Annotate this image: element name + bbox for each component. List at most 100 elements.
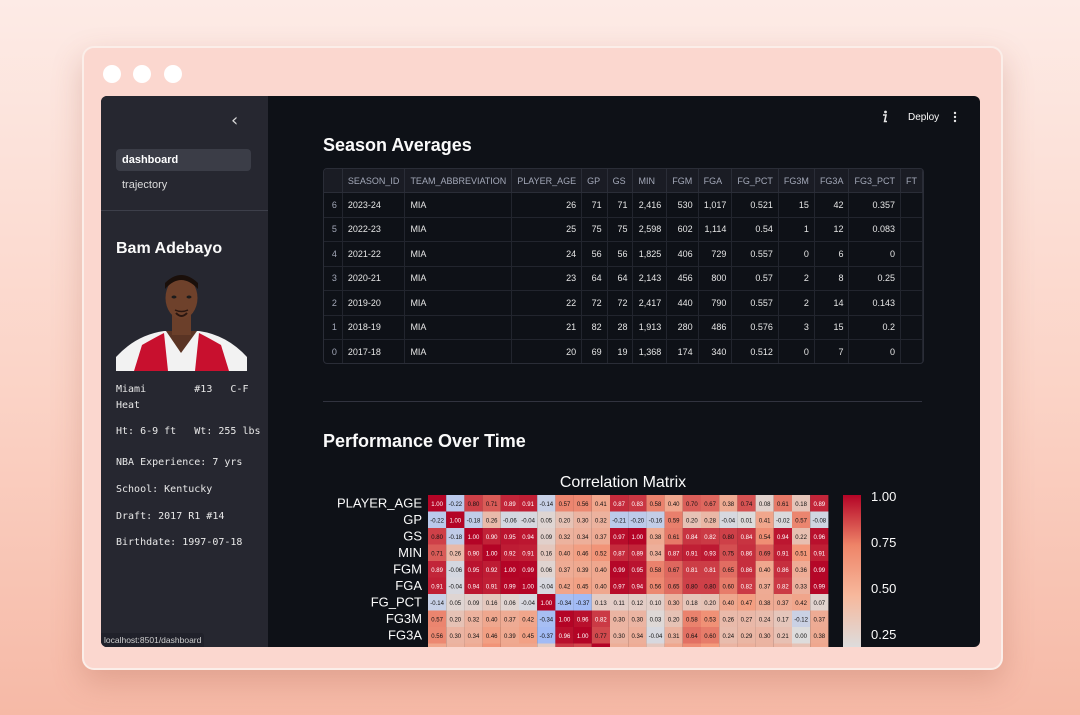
table-cell: 64 bbox=[581, 266, 608, 291]
heatmap-cell bbox=[482, 610, 501, 627]
heatmap-cell bbox=[555, 544, 574, 561]
heatmap-cell-value: 0.40 bbox=[759, 568, 771, 574]
heatmap-cell-value: 0.09 bbox=[540, 535, 552, 541]
heatmap-cell bbox=[664, 561, 683, 578]
heatmap-row-label: GS bbox=[403, 528, 422, 543]
heatmap-cell bbox=[701, 544, 720, 561]
table-cell: 0 bbox=[778, 339, 815, 363]
column-header[interactable] bbox=[324, 169, 343, 193]
deploy-button[interactable]: Deploy bbox=[908, 112, 940, 123]
heatmap-cell bbox=[610, 495, 629, 512]
column-header[interactable]: FG_PCT bbox=[731, 169, 779, 193]
table-row[interactable]: 3 2020-21 MIA 23 64 64 2,143 456 800 0.57 2 8 0.25 bbox=[324, 266, 923, 291]
heatmap-cell bbox=[446, 594, 465, 611]
player-school: School: Kentucky bbox=[116, 484, 213, 495]
heatmap-cell bbox=[591, 495, 610, 512]
info-icon[interactable] bbox=[880, 110, 890, 127]
heatmap-cell bbox=[519, 528, 538, 545]
column-header[interactable]: FG3M bbox=[778, 169, 815, 193]
heatmap-cell-value: 0.38 bbox=[759, 601, 771, 607]
heatmap-cell bbox=[646, 577, 665, 594]
heatmap-cell bbox=[591, 561, 610, 578]
heatmap-cell bbox=[792, 495, 811, 512]
table-row[interactable]: 5 2022-23 MIA 25 75 75 2,598 602 1,114 0.54 1 12 0.0… bbox=[324, 217, 923, 242]
heatmap-cell-value: 0.10 bbox=[650, 601, 662, 607]
heatmap-cell-value: 0.89 bbox=[813, 502, 825, 508]
heatmap-cell bbox=[682, 594, 701, 611]
heatmap-cell-value: 0.82 bbox=[741, 584, 753, 590]
heatmap-cell-value: -0.12 bbox=[794, 617, 808, 623]
heatmap-cell bbox=[464, 643, 483, 647]
colorbar-ticks: 1.00 0.75 0.50 0.25 bbox=[871, 489, 896, 642]
column-header[interactable]: GP bbox=[581, 169, 608, 193]
heatmap-cell-value: 1.00 bbox=[449, 518, 461, 524]
heatmap-cell bbox=[537, 643, 556, 647]
heatmap-cell bbox=[755, 544, 774, 561]
heatmap-cell-value: 0.37 bbox=[595, 535, 607, 541]
table-cell: 530 bbox=[666, 192, 699, 218]
table-cell: MIA bbox=[404, 339, 513, 363]
heatmap-cell bbox=[810, 544, 829, 561]
heatmap-cell bbox=[555, 495, 574, 512]
nav-item-dashboard[interactable]: dashboard bbox=[116, 149, 251, 171]
heatmap-cell-value: 0.80 bbox=[431, 535, 443, 541]
table-row[interactable]: 2 2019-20 MIA 22 72 72 2,417 440 790 0.557 2 14 0.14… bbox=[324, 290, 923, 316]
column-header[interactable]: TEAM_ABBREVIATION bbox=[404, 169, 513, 193]
season-averages-table[interactable]: SEASON_ID TEAM_ABBREVIATION PLAYER_AGE GP GS… bbox=[323, 168, 924, 364]
window-dot-2 bbox=[133, 65, 151, 83]
table-cell: 280 bbox=[666, 315, 699, 340]
heatmap-cell bbox=[464, 511, 483, 528]
heatmap-cell-value: -0.22 bbox=[430, 518, 444, 524]
column-header[interactable]: SEASON_ID bbox=[342, 169, 406, 193]
heatmap-cell-value: 0.65 bbox=[668, 584, 680, 590]
heatmap-cell-value: 0.16 bbox=[540, 551, 552, 557]
column-header[interactable]: FG3_PCT bbox=[848, 169, 901, 193]
table-row[interactable]: 4 2021-22 MIA 24 56 56 1,825 406 729 0.557 0 6 0 bbox=[324, 241, 923, 267]
column-header[interactable]: FGM bbox=[666, 169, 699, 193]
heatmap-cell-value: 0.31 bbox=[668, 634, 680, 640]
nav-item-trajectory[interactable]: trajectory bbox=[122, 179, 168, 191]
heatmap-cell-value: -0.04 bbox=[649, 634, 663, 640]
table-cell bbox=[900, 290, 923, 316]
heatmap-cell-value: 0.60 bbox=[704, 634, 716, 640]
heatmap-cell bbox=[591, 610, 610, 627]
column-header[interactable]: GS bbox=[607, 169, 634, 193]
heatmap-cell bbox=[482, 627, 501, 644]
heatmap-cell bbox=[664, 577, 683, 594]
heatmap-cell bbox=[701, 561, 720, 578]
collapse-sidebar-icon[interactable]: ‹ bbox=[231, 110, 239, 131]
table-row[interactable]: 1 2018-19 MIA 21 82 28 1,913 280 486 0.576 3 15 0.2 bbox=[324, 315, 923, 340]
column-header[interactable]: PLAYER_AGE bbox=[511, 169, 583, 193]
heatmap-cell-value: 0.97 bbox=[613, 584, 625, 590]
heatmap-cell-value: 0.34 bbox=[650, 551, 662, 557]
table-row[interactable]: 0 2017-18 MIA 20 69 19 1,368 174 340 0.512 0 7 0 bbox=[324, 339, 923, 363]
heatmap-cell-value: 0.89 bbox=[431, 568, 443, 574]
heatmap-row-label: PLAYER_AGE bbox=[337, 495, 422, 510]
column-header[interactable]: FGA bbox=[698, 169, 733, 193]
heatmap-cell bbox=[519, 627, 538, 644]
heatmap-cell-value: 0.39 bbox=[577, 568, 589, 574]
heatmap-cell bbox=[464, 577, 483, 594]
column-header[interactable]: FT bbox=[900, 169, 923, 193]
heatmap-cell-value: 0.16 bbox=[486, 601, 498, 607]
heatmap-cell-value: 0.90 bbox=[468, 551, 480, 557]
table-cell bbox=[900, 339, 923, 363]
table-cell: 5 bbox=[324, 217, 343, 242]
heatmap-cell bbox=[701, 495, 720, 512]
table-row[interactable]: 6 2023-24 MIA 26 71 71 2,416 530 1,017 0.521 15 42 0… bbox=[324, 192, 923, 218]
heatmap-cell bbox=[773, 610, 792, 627]
heatmap-cell bbox=[428, 577, 447, 594]
heatmap-cell bbox=[792, 528, 811, 545]
table-cell: 64 bbox=[607, 266, 634, 291]
table-cell: 729 bbox=[698, 241, 733, 267]
main-content: Deploy Season Averages SEASON_ID TEAM_ABB… bbox=[268, 96, 980, 647]
heatmap-cell-value: 0.96 bbox=[577, 617, 589, 623]
column-header[interactable]: MIN bbox=[632, 169, 668, 193]
heatmap-cell bbox=[646, 594, 665, 611]
main-menu-icon[interactable] bbox=[952, 110, 958, 127]
heatmap-cell bbox=[701, 577, 720, 594]
column-header[interactable]: FG3A bbox=[814, 169, 850, 193]
heatmap-cell bbox=[792, 627, 811, 644]
heatmap-cell bbox=[628, 627, 647, 644]
heatmap-cell-value: 0.86 bbox=[777, 568, 789, 574]
